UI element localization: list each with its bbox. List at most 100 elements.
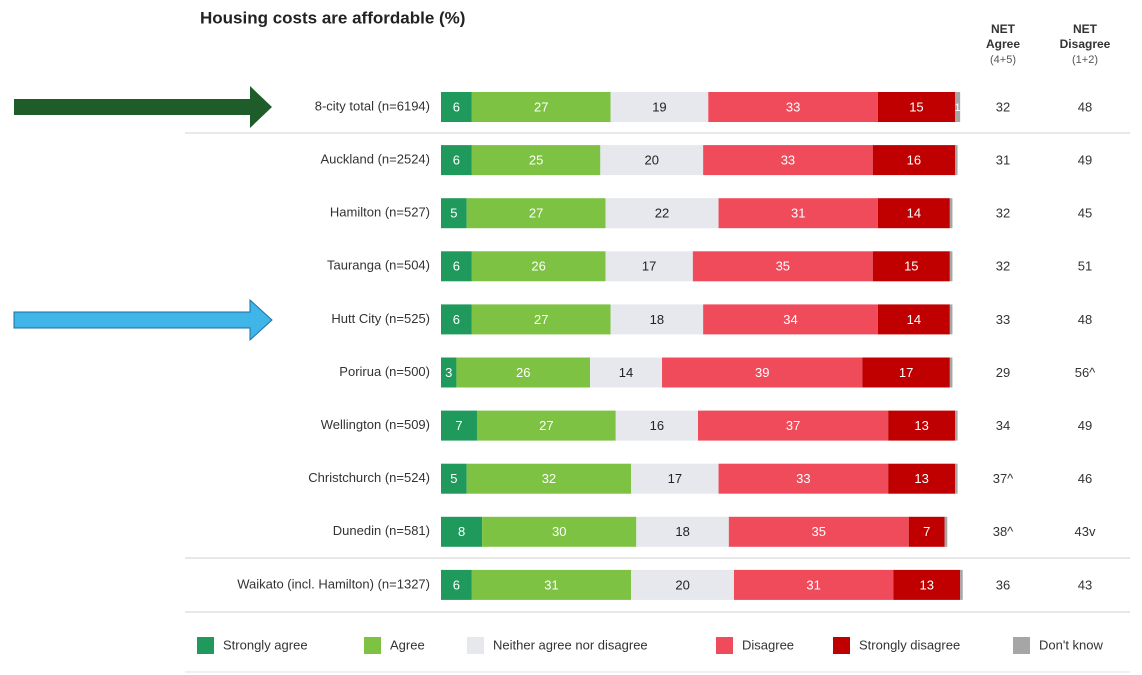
- category-label: Tauranga (n=504): [327, 258, 430, 273]
- net-agree-value: 38^: [993, 524, 1014, 539]
- bar-segment: [466, 198, 606, 229]
- legend-label: Agree: [390, 637, 425, 652]
- bar-segment: [862, 357, 950, 388]
- legend-swatch: [1013, 637, 1030, 654]
- category-label: Dunedin (n=581): [333, 523, 430, 538]
- chart-title: Housing costs are affordable (%): [200, 8, 465, 27]
- net-agree-value: 31: [996, 153, 1010, 168]
- segment-label: 35: [812, 524, 826, 539]
- bar-segment: [590, 357, 663, 388]
- net-disagree-header: Disagree: [1060, 37, 1111, 51]
- legend-swatch: [467, 637, 484, 654]
- segment-label: 37: [786, 418, 800, 433]
- net-agree-value: 29: [996, 365, 1010, 380]
- segment-label: 30: [552, 524, 566, 539]
- highlight-arrow: [14, 86, 272, 128]
- bar-segment: [441, 92, 472, 122]
- bar-segment: [692, 251, 873, 282]
- segment-label: 31: [791, 206, 805, 221]
- bar-segment: [703, 304, 878, 335]
- bar-segment: [441, 304, 472, 335]
- net-disagree-value: 46: [1078, 471, 1092, 486]
- bar-segment: [441, 463, 467, 494]
- segment-label: 20: [645, 153, 659, 168]
- net-disagree-value: 43v: [1075, 524, 1096, 539]
- category-label: Wellington (n=509): [321, 417, 430, 432]
- segment-label: 6: [453, 312, 460, 327]
- bar-segment: [949, 198, 953, 229]
- legend-label: Strongly agree: [223, 637, 308, 652]
- net-agree-value: 36: [996, 577, 1010, 592]
- net-disagree-header: NET: [1073, 22, 1098, 36]
- segment-label: 25: [529, 153, 543, 168]
- segment-label: 6: [453, 153, 460, 168]
- legend-swatch: [197, 637, 214, 654]
- segment-label: 14: [907, 206, 921, 221]
- net-agree-value: 37^: [993, 471, 1014, 486]
- segment-label: 3: [445, 365, 452, 380]
- bar-segment: [733, 569, 894, 600]
- bar-segment: [877, 198, 950, 229]
- bar-segment: [471, 569, 632, 600]
- segment-label: 31: [806, 577, 820, 592]
- legend-swatch: [716, 637, 733, 654]
- bar-segment: [908, 516, 945, 547]
- net-disagree-subheader: (1+2): [1072, 54, 1098, 66]
- bar-segment: [631, 463, 719, 494]
- net-agree-value: 33: [996, 312, 1010, 327]
- legend-label: Neither agree nor disagree: [493, 637, 648, 652]
- bar-segment: [605, 251, 693, 282]
- bar-segment: [955, 410, 958, 441]
- bar-segment: [441, 251, 472, 282]
- bar-segment: [888, 463, 955, 494]
- category-label: Hutt City (n=525): [331, 311, 430, 326]
- bar-segment: [456, 357, 591, 388]
- bar-segment: [441, 198, 467, 229]
- segment-label: 14: [907, 312, 921, 327]
- segment-label: 27: [534, 99, 548, 114]
- segment-label: 5: [450, 471, 457, 486]
- segment-label: 17: [899, 365, 913, 380]
- bar-segment: [877, 304, 950, 335]
- bar-segment: [728, 516, 909, 547]
- legend-swatch: [364, 637, 381, 654]
- category-label: Auckland (n=2524): [321, 152, 431, 167]
- legend-label: Disagree: [742, 637, 794, 652]
- net-agree-header: NET: [991, 22, 1016, 36]
- segment-label: 22: [655, 206, 669, 221]
- category-label: Hamilton (n=527): [330, 205, 430, 220]
- bar-segment: [441, 357, 457, 388]
- category-label: Porirua (n=500): [339, 364, 430, 379]
- bar-segment: [872, 251, 950, 282]
- segment-label: 27: [529, 206, 543, 221]
- bar-segment: [615, 410, 698, 441]
- net-agree-value: 32: [996, 259, 1010, 274]
- bar-segment: [631, 569, 734, 600]
- bar-segment: [466, 463, 632, 494]
- bar-segment: [441, 410, 477, 441]
- segment-label: 6: [453, 99, 460, 114]
- segment-label: 32: [542, 471, 556, 486]
- bar-segment: [703, 145, 873, 176]
- bar-segment: [471, 145, 601, 176]
- bar-segment: [605, 198, 719, 229]
- bar-segment: [476, 410, 616, 441]
- segment-label: 26: [516, 365, 530, 380]
- net-disagree-value: 48: [1078, 99, 1092, 114]
- bar-segment: [708, 92, 878, 122]
- bar-segment: [662, 357, 863, 388]
- segment-label: 16: [907, 153, 921, 168]
- bar-segment: [893, 569, 961, 600]
- bar-segment: [698, 410, 889, 441]
- segment-label: 18: [650, 312, 664, 327]
- segment-label: 6: [453, 259, 460, 274]
- segment-label: 7: [455, 418, 462, 433]
- segment-label: 33: [786, 99, 800, 114]
- segment-label: 26: [531, 259, 545, 274]
- net-disagree-value: 43: [1078, 577, 1092, 592]
- bar-segment: [471, 304, 611, 335]
- segment-label: 16: [650, 418, 664, 433]
- segment-label: 33: [796, 471, 810, 486]
- net-agree-value: 32: [996, 99, 1010, 114]
